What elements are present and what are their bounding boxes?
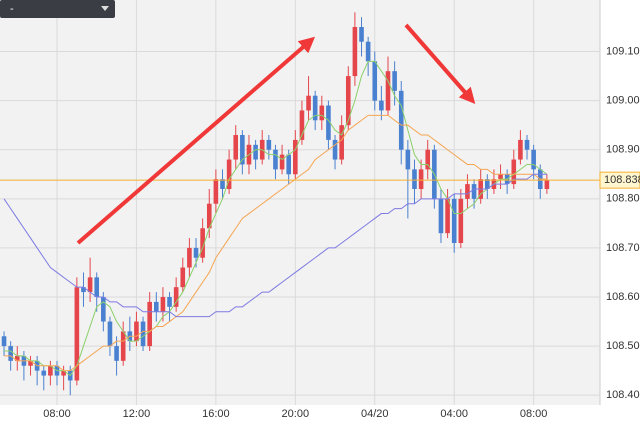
x-tick-label: 12:00	[123, 408, 151, 420]
candle-body	[87, 277, 93, 293]
candle-body	[531, 149, 536, 170]
symbol-selector[interactable]	[0, 0, 115, 18]
candle-body	[458, 198, 464, 243]
candle-body	[286, 154, 291, 175]
x-tick-label: 20:00	[282, 408, 310, 420]
candle-body	[41, 370, 47, 376]
candle-body	[445, 198, 450, 234]
candle-body	[206, 203, 212, 229]
candle-body	[193, 247, 199, 258]
y-tick-label: 108.500	[606, 340, 640, 352]
candle-body	[339, 125, 344, 160]
candle-body	[120, 331, 126, 361]
candle-body	[425, 149, 431, 170]
moving-average	[3, 173, 547, 318]
candle-body	[306, 95, 311, 111]
candle-body	[312, 95, 318, 121]
candle-body	[299, 110, 305, 140]
candle-body	[498, 174, 503, 180]
y-tick-label: 108.400	[606, 389, 640, 401]
candle-body	[365, 41, 371, 62]
candle-body	[326, 105, 331, 140]
candle-body	[398, 90, 404, 150]
trend-arrow	[404, 23, 476, 105]
candle-body	[134, 321, 139, 342]
x-tick-label: 04/20	[361, 408, 389, 420]
candle-body	[147, 301, 152, 347]
candle-body	[253, 144, 258, 160]
candle-body	[385, 71, 391, 111]
candle-body	[94, 277, 100, 297]
candle-body	[544, 180, 550, 189]
candle-body	[518, 139, 523, 160]
candle-body	[412, 169, 417, 189]
candle-body	[379, 100, 384, 111]
candle-body	[200, 228, 205, 258]
dropdown-icon	[101, 6, 109, 11]
candle-body	[180, 267, 186, 288]
candle-body	[213, 179, 219, 204]
candle-body	[1, 336, 7, 347]
moving-average	[4, 114, 547, 372]
candle-body	[405, 149, 411, 170]
candle-body	[220, 179, 225, 189]
candle-body	[140, 321, 146, 347]
candle-body	[418, 169, 424, 189]
symbol-text: -	[10, 3, 14, 15]
candle-body	[485, 179, 490, 189]
candle-body	[319, 105, 325, 121]
candle-body	[352, 27, 358, 77]
candle-body	[226, 159, 232, 189]
candle-body	[167, 297, 172, 307]
y-tick-label: 108.800	[606, 193, 640, 205]
candle-body	[372, 61, 378, 101]
candle-body	[511, 159, 517, 185]
y-tick-label: 108.700	[606, 242, 640, 254]
candle-body	[524, 139, 530, 150]
candle-body	[74, 287, 80, 381]
plot-background	[0, 0, 600, 405]
last-price-label: 108.838	[604, 174, 640, 186]
candle-body	[61, 370, 66, 376]
y-tick-label: 108.900	[606, 144, 640, 156]
candle-body	[8, 346, 13, 361]
x-tick-label: 16:00	[202, 408, 230, 420]
candle-body	[266, 139, 272, 150]
candle-body	[28, 360, 33, 366]
candle-body	[114, 346, 119, 361]
candle-body	[187, 247, 192, 268]
candle-body	[240, 135, 245, 165]
y-tick-label: 109.100	[606, 45, 640, 57]
candle-body	[48, 365, 53, 376]
last-price-box	[599, 171, 640, 189]
x-tick-label: 08:00	[43, 408, 71, 420]
candle-body	[471, 184, 477, 199]
trend-arrow	[76, 36, 316, 245]
candle-body	[438, 198, 444, 234]
candle-body	[273, 149, 278, 170]
moving-average	[4, 60, 548, 377]
candle-body	[359, 27, 364, 42]
plot-layer	[0, 0, 600, 405]
candle-body	[233, 135, 239, 160]
candle-body	[465, 184, 470, 199]
candle-body	[279, 154, 285, 170]
candle-body	[345, 76, 351, 126]
candle-body	[101, 297, 106, 322]
candle-body	[332, 139, 338, 160]
candle-body	[451, 198, 457, 243]
candle-body	[107, 321, 113, 347]
candle-body	[154, 301, 159, 312]
candle-body	[81, 287, 86, 293]
y-tick-label: 108.600	[606, 291, 640, 303]
candle-body	[160, 297, 166, 312]
candle-body	[14, 355, 20, 361]
x-tick-label: 04:00	[440, 408, 468, 420]
candle-body	[392, 71, 397, 91]
candle-body	[173, 287, 179, 307]
y-tick-label: 109.000	[606, 95, 640, 107]
x-tick-label: 08:00	[520, 408, 548, 420]
candle-body	[293, 139, 298, 175]
